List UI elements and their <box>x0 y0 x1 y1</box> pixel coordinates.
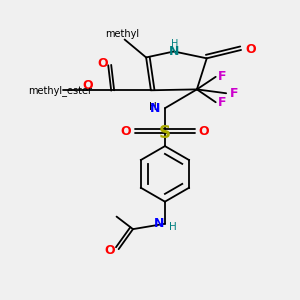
Text: O: O <box>199 125 209 138</box>
Text: O: O <box>104 244 115 257</box>
Text: H: H <box>149 102 157 112</box>
Text: H: H <box>171 39 178 49</box>
Text: O: O <box>245 44 256 56</box>
Text: O: O <box>82 79 93 92</box>
Text: S: S <box>159 124 171 142</box>
Text: methyl_ester: methyl_ester <box>28 85 92 96</box>
Text: H: H <box>169 222 177 232</box>
Text: methyl: methyl <box>105 29 139 39</box>
Text: O: O <box>121 125 131 138</box>
Text: F: F <box>218 70 226 83</box>
Text: F: F <box>230 87 238 100</box>
Text: N: N <box>150 102 160 115</box>
Text: N: N <box>154 217 164 230</box>
Text: N: N <box>169 45 179 58</box>
Text: O: O <box>98 57 108 70</box>
Text: F: F <box>218 96 226 109</box>
